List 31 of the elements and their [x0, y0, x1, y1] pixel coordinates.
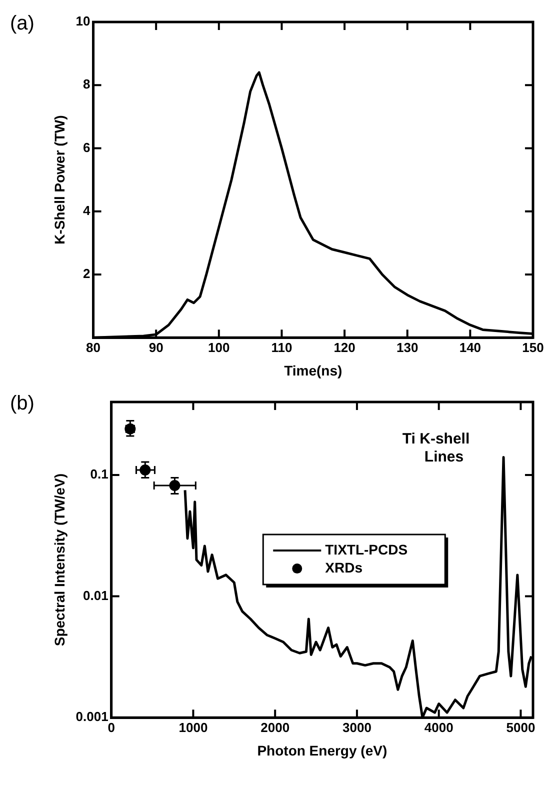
annotation: Ti K-shell Lines	[402, 430, 470, 466]
x-tick-label: 3000	[342, 720, 372, 735]
y-axis-title: K-Shell Power (TW)	[51, 115, 68, 244]
x-axis-title: Time(ns)	[284, 362, 342, 378]
y-tick-label: 0.1	[90, 466, 108, 482]
text: (b)	[10, 392, 34, 415]
x-tick-label: 100	[208, 340, 230, 355]
x-tick-label: 110	[271, 340, 292, 355]
x-axis-title: Photon Energy (eV)	[257, 742, 388, 758]
y-tick-label: 2	[83, 266, 90, 282]
x-tick-label: 80	[86, 340, 100, 355]
legend-label: XRDs	[325, 559, 363, 576]
x-tick-label: 0	[108, 720, 115, 735]
x-tick-label: 2000	[260, 720, 290, 735]
x-tick-label: 140	[459, 340, 482, 355]
y-tick-label: 0.01	[83, 588, 108, 603]
y-tick-label: 10	[76, 14, 90, 29]
x-tick-label: 1000	[178, 720, 208, 735]
y-tick-label: 6	[83, 140, 90, 155]
x-tick-label: 4000	[424, 720, 454, 735]
x-tick-label: 130	[396, 340, 418, 355]
y-tick-label: 4	[83, 202, 92, 218]
x-tick-label: 120	[334, 340, 356, 355]
legend-label: TIXTL-PCDS	[325, 541, 408, 558]
y-tick-label: 8	[83, 76, 90, 92]
x-tick-label: 5000	[506, 720, 536, 735]
text: (a)	[10, 12, 34, 35]
x-tick-label: 90	[148, 340, 164, 355]
x-tick-label: 150	[522, 340, 544, 355]
y-tick-label: 0.001	[76, 709, 108, 724]
y-axis-title: Spectral Intensity (TW/eV)	[51, 473, 68, 646]
